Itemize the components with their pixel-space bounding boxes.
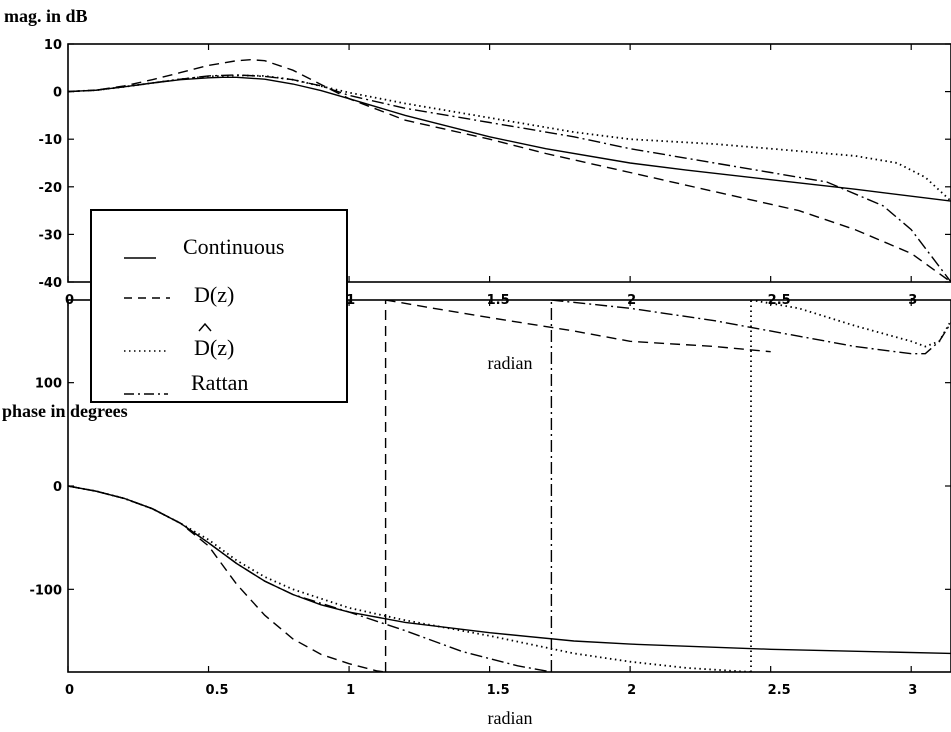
legend-entry-dz-hat: D(z) xyxy=(194,335,234,360)
phase-plot: 0 0.5 1 1.5 2 2.5 3 100 0 -100 xyxy=(29,299,951,698)
phase-ticks: 0 0.5 1 1.5 2 2.5 3 100 0 -100 xyxy=(29,300,951,698)
ph-series-continuous-seg0 xyxy=(68,485,951,655)
ph-series-rattan-seg2 xyxy=(551,300,951,355)
ph-xtick-label: 1 xyxy=(346,683,355,698)
ph-ytick-label: 100 xyxy=(35,377,62,392)
ph-xtick-label: 2 xyxy=(627,683,636,698)
ph-xtick-label: 3 xyxy=(908,683,917,698)
legend-hat-mark xyxy=(198,322,212,332)
ph-ytick-label: 0 xyxy=(53,480,62,495)
ph-ytick-label: -100 xyxy=(29,583,62,598)
ph-xtick-label: 0.5 xyxy=(206,683,229,698)
magnitude-series xyxy=(68,58,951,282)
mag-ytick-label: -10 xyxy=(39,133,63,148)
ph-xtick-label: 1.5 xyxy=(487,683,510,698)
mag-xlabel: radian xyxy=(488,353,533,373)
ph-series-d-z-seg0 xyxy=(68,485,386,672)
phase-series xyxy=(68,300,951,672)
ph-xtick-label: 0 xyxy=(65,683,74,698)
legend-entry-rattan: Rattan xyxy=(191,370,248,395)
mag-ytick-label: 10 xyxy=(44,38,62,53)
mag-series-continuous-seg0 xyxy=(68,76,951,202)
legend-entry-dz: D(z) xyxy=(194,282,234,307)
ph-series-d-z-seg2 xyxy=(385,300,771,353)
legend-box xyxy=(90,209,348,403)
ph-series-rattan-seg0 xyxy=(68,485,552,672)
mag-series-d-z-seg0 xyxy=(68,58,951,282)
mag-ytick-label: -30 xyxy=(39,228,63,243)
mag-series-rattan-seg0 xyxy=(68,74,951,282)
legend-entry-continuous: Continuous xyxy=(183,234,284,259)
legend: Continuous D(z) D(z) Rattan xyxy=(90,209,348,403)
mag-ylabel: mag. in dB xyxy=(4,6,88,26)
ph-xtick-label: 2.5 xyxy=(768,683,791,698)
phase-xlabel: radian xyxy=(488,708,533,728)
magnitude-axes-frame xyxy=(67,43,951,283)
phase-ylabel: phase in degrees xyxy=(2,401,128,421)
mag-ytick-label: 0 xyxy=(53,86,62,101)
mag-series-d-z-hat-seg0 xyxy=(68,74,951,202)
mag-ytick-label: -40 xyxy=(39,276,63,291)
mag-ytick-label: -20 xyxy=(39,181,63,196)
